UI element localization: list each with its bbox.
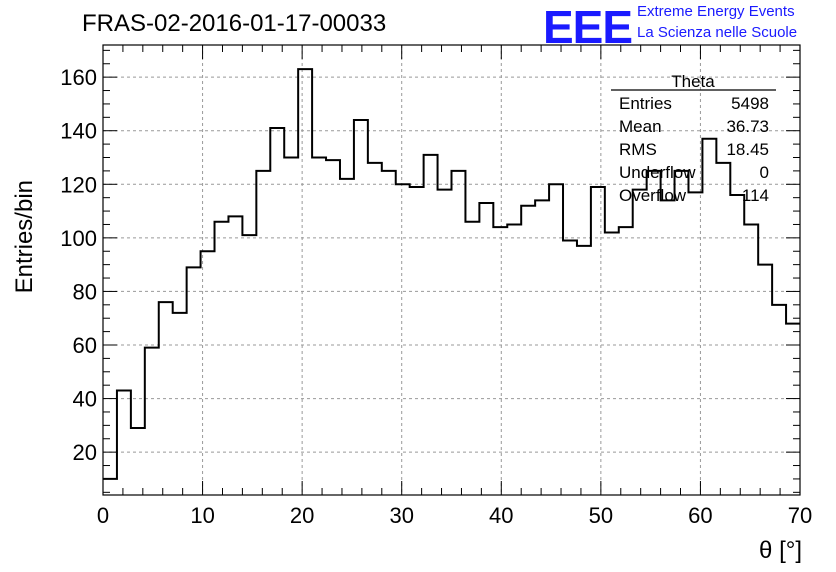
axis-ticks bbox=[102, 45, 801, 495]
run-title: FRAS-02-2016-01-17-00033 bbox=[82, 10, 387, 37]
x-tick-label: 0 bbox=[97, 503, 109, 528]
y-tick-label: 40 bbox=[73, 387, 97, 412]
stats-box: Theta Entries 5498 Mean 36.73 RMS 18.45 Underf… bbox=[611, 72, 776, 205]
tick-labels: 0 10 20 30 40 50 60 70 20 40 60 80 100 120 140 160 bbox=[60, 65, 812, 528]
stats-row-value: 36.73 bbox=[726, 117, 769, 136]
stats-box-title: Theta bbox=[671, 72, 715, 91]
stats-row-value: 114 bbox=[742, 186, 769, 205]
x-axis-label: θ [°] bbox=[759, 537, 802, 564]
y-tick-label: 20 bbox=[73, 440, 97, 465]
y-tick-label: 80 bbox=[73, 279, 97, 304]
stats-row-label: Underflow bbox=[619, 163, 696, 182]
stats-row-value: 0 bbox=[760, 163, 769, 182]
stats-row-label: Mean bbox=[619, 117, 662, 136]
stats-row-label: Overflow bbox=[619, 186, 687, 205]
y-tick-label: 60 bbox=[73, 333, 97, 358]
grid-lines bbox=[103, 45, 800, 495]
x-tick-label: 30 bbox=[389, 503, 413, 528]
x-tick-label: 60 bbox=[688, 503, 712, 528]
logo-caption-line2: La Scienza nelle Scuole bbox=[637, 24, 798, 41]
x-tick-label: 70 bbox=[788, 503, 812, 528]
stats-row-label: Entries bbox=[619, 94, 672, 113]
y-tick-label: 120 bbox=[60, 172, 97, 197]
x-tick-label: 20 bbox=[290, 503, 314, 528]
x-tick-label: 50 bbox=[589, 503, 613, 528]
y-tick-label: 100 bbox=[60, 226, 97, 251]
y-axis-label: Entries/bin bbox=[11, 180, 38, 293]
x-tick-label: 40 bbox=[489, 503, 513, 528]
x-tick-label: 10 bbox=[190, 503, 214, 528]
stats-row-value: 18.45 bbox=[726, 140, 769, 159]
y-tick-label: 140 bbox=[60, 119, 97, 144]
histogram-line bbox=[103, 68, 800, 480]
stats-row-value: 5498 bbox=[731, 94, 769, 113]
stats-row-label: RMS bbox=[619, 140, 657, 159]
y-tick-label: 160 bbox=[60, 65, 97, 90]
eee-logo: EEE bbox=[543, 1, 633, 53]
plot-frame bbox=[102, 44, 801, 496]
logo-caption-line1: Extreme Energy Events bbox=[637, 3, 795, 20]
